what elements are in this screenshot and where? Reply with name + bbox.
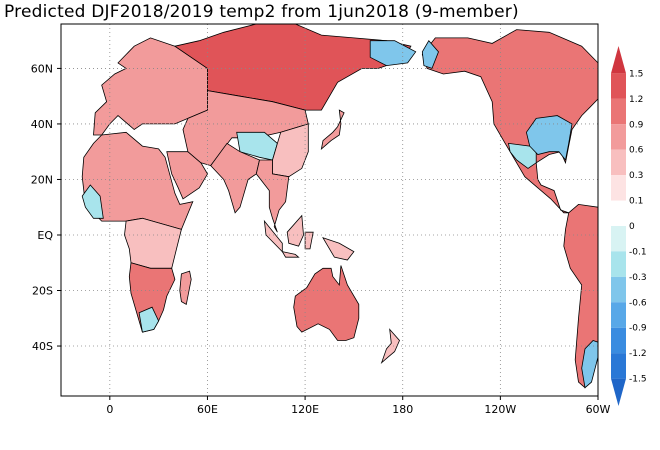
y-tick-label: EQ: [37, 229, 53, 242]
indonesia-region: [304, 231, 314, 250]
colorbar-swatch: [611, 98, 626, 125]
alaska-west-region: [421, 40, 439, 69]
colorbar-label: 0.3: [629, 171, 643, 181]
colorbar-label: 0: [629, 222, 635, 232]
x-tick-label: 0: [106, 403, 113, 416]
indonesia-region: [322, 237, 355, 261]
indonesia-region: [286, 214, 304, 247]
indonesia-region: [263, 219, 283, 253]
y-tick-label: 60N: [31, 62, 53, 75]
colorbar-swatch: [611, 175, 626, 201]
y-tick-label: 20N: [31, 173, 53, 186]
x-tick-label: 60E: [197, 403, 218, 416]
gridlines: [61, 24, 599, 396]
colorbar-swatch: [611, 149, 626, 176]
colorbar-label: -0.1: [629, 247, 647, 257]
colorbar-swatch: [611, 226, 626, 252]
colorbar-label: 1.5: [629, 69, 643, 79]
colorbar-label: -0.6: [629, 298, 647, 308]
india-region: [210, 142, 260, 214]
north-america-region: [421, 29, 598, 214]
axis-ticks: 0 60E 120E 180 120W 60W 60N 40N 20N EQ 20S 40S: [31, 62, 611, 416]
x-tick-label: 60W: [586, 403, 611, 416]
y-tick-label: 40N: [31, 118, 53, 131]
colorbar-swatch: [611, 251, 626, 277]
australia-region: [293, 265, 360, 341]
madagascar-region: [179, 270, 192, 306]
indonesia-region: [281, 251, 300, 258]
colorbar-label: -1.5: [629, 375, 647, 385]
x-tick-label: 180: [392, 403, 413, 416]
patagonia-region: [581, 340, 598, 389]
land-layer: [81, 24, 598, 389]
east-siberia-region: [369, 40, 417, 67]
japan-region: [320, 109, 345, 150]
y-tick-label: 40S: [32, 340, 53, 353]
colorbar-label: -1.2: [629, 349, 647, 359]
colorbar-swatch: [611, 327, 626, 354]
us-southeast-region: [525, 115, 573, 161]
colorbar-swatch: [611, 302, 626, 328]
colorbar-swatch: [611, 200, 626, 226]
colorbar-swatch: [611, 378, 626, 406]
colorbar-label: 0.1: [629, 197, 643, 207]
colorbar-swatch: [611, 73, 626, 99]
colorbar-swatch: [611, 353, 626, 379]
plot-frame: [60, 23, 599, 397]
west-africa-coast-region: [81, 184, 104, 219]
x-tick-label: 120E: [291, 403, 319, 416]
colorbar-swatch: [611, 46, 626, 74]
colorbar-label: -0.3: [629, 273, 647, 283]
x-tick-label: 120W: [484, 403, 516, 416]
greenland-region: [597, 66, 598, 69]
colorbar-swatch: [611, 124, 626, 150]
new-zealand-region: [380, 328, 400, 364]
colorbar: 1.5 1.2 0.9 0.6 0.3 0.1 0 -0.1 -0.3 -0.6 -0.9 -1.2 -…: [611, 46, 647, 406]
y-tick-label: 20S: [32, 285, 53, 298]
colorbar-label: 0.9: [629, 120, 644, 130]
colorbar-label: 1.2: [629, 95, 643, 105]
colorbar-label: 0.6: [629, 146, 644, 156]
southeast-asia-region: [255, 159, 290, 233]
map-title: Predicted DJF2018/2019 temp2 from 1jun20…: [4, 2, 519, 22]
colorbar-label: -0.9: [629, 324, 647, 334]
colorbar-swatch: [611, 276, 626, 303]
southern-africa-tip-region: [138, 306, 160, 333]
south-america-region: [563, 203, 598, 389]
